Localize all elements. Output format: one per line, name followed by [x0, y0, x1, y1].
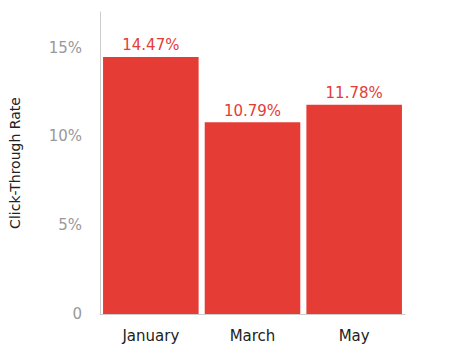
svg-text:Click-Through Rate: Click-Through Rate — [7, 97, 23, 229]
svg-text:March: March — [230, 327, 276, 345]
svg-text:May: May — [339, 327, 370, 345]
svg-text:0: 0 — [72, 305, 82, 323]
svg-text:5%: 5% — [58, 216, 82, 234]
svg-text:10.79%: 10.79% — [224, 102, 281, 120]
svg-text:15%: 15% — [49, 39, 82, 57]
svg-text:January: January — [121, 327, 179, 345]
svg-text:10%: 10% — [49, 127, 82, 145]
svg-text:11.78%: 11.78% — [326, 84, 383, 102]
svg-text:14.47%: 14.47% — [122, 36, 179, 54]
